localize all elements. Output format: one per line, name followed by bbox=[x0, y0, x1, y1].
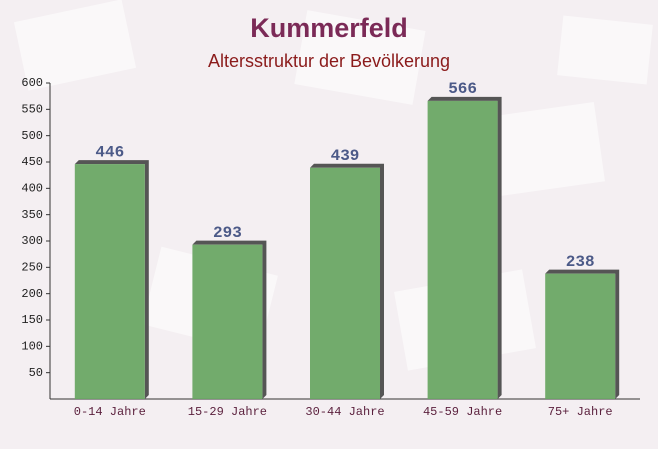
y-tick-label: 500 bbox=[21, 129, 43, 143]
x-tick-label: 75+ Jahre bbox=[548, 405, 613, 419]
x-tick-label: 30-44 Jahre bbox=[305, 405, 384, 419]
y-tick-label: 350 bbox=[21, 208, 43, 222]
chart-title: Kummerfeld bbox=[250, 13, 408, 43]
y-tick-label: 450 bbox=[21, 155, 43, 169]
chart-subtitle: Altersstruktur der Bevölkerung bbox=[208, 51, 450, 71]
y-tick-label: 50 bbox=[29, 366, 43, 380]
value-label: 566 bbox=[448, 80, 477, 98]
value-label: 446 bbox=[95, 143, 124, 161]
y-tick-label: 600 bbox=[21, 76, 43, 90]
y-tick-label: 400 bbox=[21, 182, 43, 196]
y-tick-label: 550 bbox=[21, 103, 43, 117]
y-tick-label: 250 bbox=[21, 261, 43, 275]
bar bbox=[310, 167, 380, 399]
bar bbox=[427, 100, 498, 399]
value-label: 293 bbox=[213, 224, 242, 242]
x-tick-label: 45-59 Jahre bbox=[423, 405, 502, 419]
x-tick-label: 15-29 Jahre bbox=[188, 405, 267, 419]
y-tick-label: 300 bbox=[21, 234, 43, 248]
bar bbox=[192, 244, 263, 399]
value-label: 238 bbox=[566, 253, 595, 271]
bar bbox=[545, 273, 616, 399]
y-tick-label: 200 bbox=[21, 287, 43, 301]
x-tick-label: 0-14 Jahre bbox=[74, 405, 146, 419]
bar bbox=[74, 164, 145, 399]
value-label: 439 bbox=[331, 147, 360, 165]
y-tick-label: 100 bbox=[21, 340, 43, 354]
y-tick-label: 150 bbox=[21, 313, 43, 327]
